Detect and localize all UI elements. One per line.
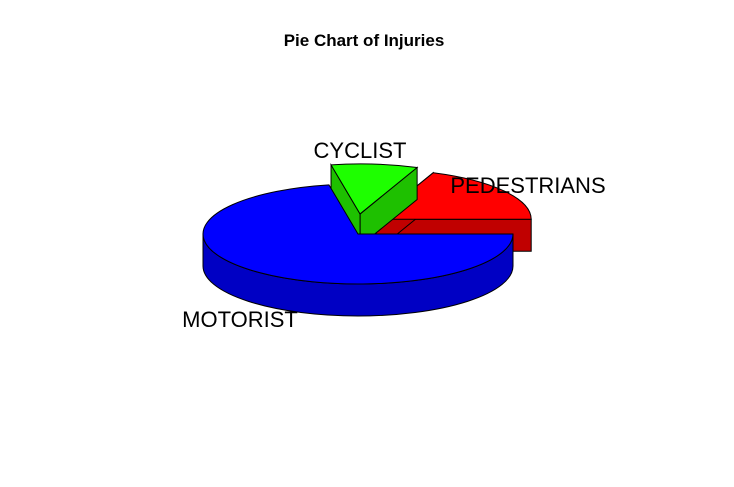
slice-label-cyclist: CYCLIST <box>314 138 407 163</box>
slice-cyclist <box>330 163 419 215</box>
slice-label-motorist: MOTORIST <box>182 307 298 332</box>
slice-label-pedestrians: PEDESTRIANS <box>450 173 605 198</box>
slice-pedestrians <box>374 172 532 220</box>
slice-motorist <box>202 184 514 285</box>
pie-group: PEDESTRIANS CYCLIST MOTORIST <box>182 138 605 332</box>
chart-title: Pie Chart of Injuries <box>284 31 445 50</box>
